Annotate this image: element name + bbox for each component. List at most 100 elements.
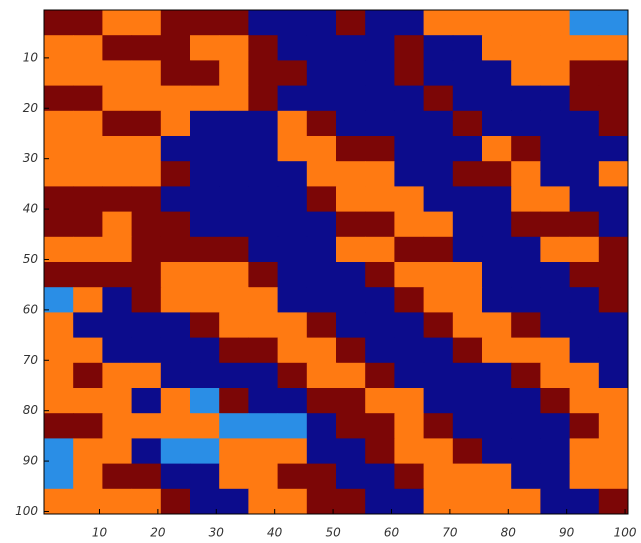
cell bbox=[511, 110, 541, 137]
cell bbox=[569, 211, 600, 238]
cell bbox=[73, 236, 103, 263]
cell bbox=[160, 236, 191, 263]
cell bbox=[394, 312, 425, 339]
cell bbox=[365, 161, 395, 187]
cell bbox=[277, 337, 308, 364]
cell bbox=[160, 211, 191, 238]
cell bbox=[394, 85, 425, 112]
cell bbox=[131, 438, 162, 465]
cell bbox=[277, 136, 308, 162]
cell bbox=[131, 161, 162, 187]
cell bbox=[598, 463, 629, 490]
cell bbox=[73, 85, 103, 112]
cell bbox=[394, 337, 425, 364]
cell bbox=[423, 10, 454, 36]
cell bbox=[219, 186, 249, 213]
cell bbox=[44, 161, 74, 187]
cell bbox=[598, 10, 629, 36]
cell bbox=[569, 388, 600, 414]
cell bbox=[336, 161, 366, 187]
cell bbox=[365, 262, 395, 288]
cell bbox=[423, 236, 454, 263]
cell bbox=[569, 463, 600, 490]
cell bbox=[394, 186, 425, 213]
cell bbox=[102, 136, 133, 162]
cell bbox=[248, 362, 279, 389]
cell bbox=[482, 337, 512, 364]
cell bbox=[160, 362, 191, 389]
cell bbox=[190, 211, 220, 238]
cell bbox=[598, 186, 629, 213]
cell bbox=[248, 211, 279, 238]
cell bbox=[190, 438, 220, 465]
cell bbox=[44, 463, 74, 490]
cell bbox=[452, 136, 483, 162]
cell bbox=[160, 413, 191, 439]
cell bbox=[336, 388, 366, 414]
cell bbox=[102, 362, 133, 389]
cell bbox=[73, 463, 103, 490]
cell bbox=[190, 312, 220, 339]
cell bbox=[248, 136, 279, 162]
cell bbox=[190, 10, 220, 36]
cell bbox=[306, 312, 337, 339]
cell bbox=[73, 488, 103, 515]
cell bbox=[306, 362, 337, 389]
cell bbox=[423, 438, 454, 465]
y-tick-label: 100 bbox=[15, 504, 38, 518]
cell bbox=[452, 438, 483, 465]
cell bbox=[190, 488, 220, 515]
cell bbox=[73, 211, 103, 238]
cell bbox=[248, 161, 279, 187]
cell bbox=[248, 413, 279, 439]
cell bbox=[482, 463, 512, 490]
cell bbox=[365, 110, 395, 137]
cell bbox=[219, 388, 249, 414]
cell bbox=[277, 60, 308, 87]
cell bbox=[452, 10, 483, 36]
cell bbox=[190, 136, 220, 162]
cell bbox=[131, 488, 162, 515]
cell bbox=[394, 10, 425, 36]
cell bbox=[248, 337, 279, 364]
cell bbox=[73, 262, 103, 288]
cell bbox=[306, 388, 337, 414]
cell bbox=[511, 413, 541, 439]
cell bbox=[365, 35, 395, 61]
cell bbox=[598, 211, 629, 238]
cell bbox=[160, 262, 191, 288]
cell bbox=[365, 211, 395, 238]
cell bbox=[131, 337, 162, 364]
cell bbox=[277, 388, 308, 414]
cell bbox=[452, 211, 483, 238]
cell bbox=[598, 488, 629, 515]
cell bbox=[73, 413, 103, 439]
cell bbox=[540, 488, 571, 515]
cell bbox=[190, 236, 220, 263]
cell bbox=[102, 186, 133, 213]
cell bbox=[336, 262, 366, 288]
cell bbox=[102, 236, 133, 263]
cell bbox=[219, 262, 249, 288]
cell bbox=[306, 161, 337, 187]
cell bbox=[219, 287, 249, 313]
x-tick-label: 20 bbox=[150, 526, 166, 540]
cell bbox=[365, 85, 395, 112]
cell bbox=[131, 287, 162, 313]
cell bbox=[190, 337, 220, 364]
cell bbox=[131, 236, 162, 263]
cell bbox=[277, 463, 308, 490]
cell bbox=[44, 10, 74, 36]
cell bbox=[73, 35, 103, 61]
cell bbox=[102, 10, 133, 36]
cell bbox=[452, 413, 483, 439]
cell bbox=[44, 186, 74, 213]
cell bbox=[277, 110, 308, 137]
cell bbox=[73, 136, 103, 162]
cell bbox=[540, 337, 571, 364]
cell bbox=[394, 35, 425, 61]
cell bbox=[44, 35, 74, 61]
cell bbox=[365, 488, 395, 515]
cell bbox=[482, 438, 512, 465]
cell bbox=[394, 136, 425, 162]
